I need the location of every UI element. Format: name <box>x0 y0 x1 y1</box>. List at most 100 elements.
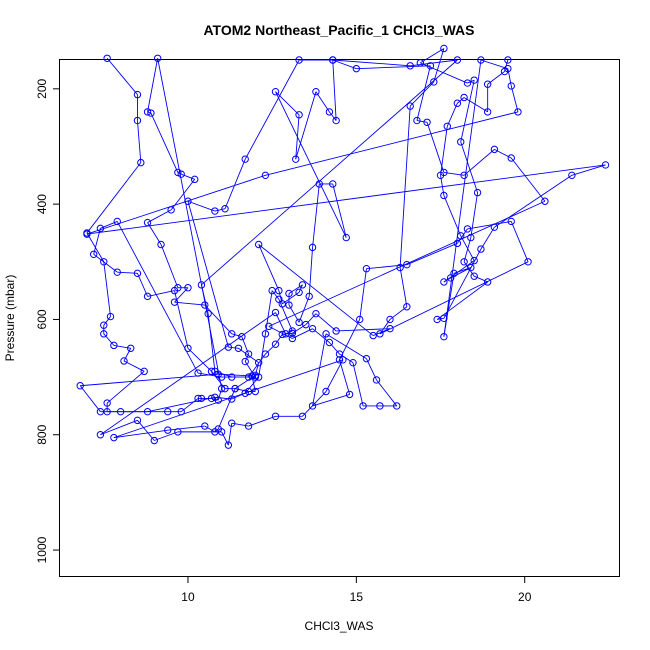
series-segment <box>420 48 445 64</box>
data-point <box>164 426 172 434</box>
data-point <box>440 44 448 53</box>
data-point <box>507 154 515 162</box>
data-point <box>349 358 357 367</box>
series-segment <box>278 299 293 332</box>
data-point <box>440 191 448 200</box>
series-segment <box>201 59 458 286</box>
data-point <box>393 402 401 410</box>
data-point <box>345 390 354 399</box>
series-segment <box>275 312 287 335</box>
data-point <box>197 394 206 403</box>
data-point <box>170 286 179 295</box>
data-point <box>194 394 202 403</box>
data-point <box>460 93 468 102</box>
data-point <box>241 155 249 163</box>
series-segment <box>312 183 320 248</box>
data-point <box>322 387 330 396</box>
series-segment <box>443 195 462 237</box>
series-segment <box>265 343 276 355</box>
data-point <box>170 298 179 306</box>
data-point <box>278 330 286 339</box>
series-segment <box>174 301 205 306</box>
data-point <box>244 422 253 430</box>
data-point <box>221 384 229 393</box>
data-point <box>288 334 297 343</box>
data-point <box>214 425 222 433</box>
series-segment <box>460 80 475 142</box>
data-point <box>541 197 549 205</box>
data-point <box>120 357 128 365</box>
series-segment <box>366 358 377 381</box>
series-segment <box>470 192 479 238</box>
series-segment <box>308 247 314 297</box>
data-point <box>96 224 105 233</box>
data-point <box>477 56 485 64</box>
data-point <box>329 180 337 188</box>
data-point <box>406 62 414 70</box>
x-tick-label: 15 <box>350 590 364 604</box>
series-segment <box>150 112 179 173</box>
series-segment <box>329 111 337 121</box>
series-segment <box>443 260 475 283</box>
data-point <box>396 263 404 272</box>
data-point <box>413 116 421 125</box>
data-point <box>312 88 320 96</box>
series-segment <box>292 328 313 339</box>
data-point <box>463 79 472 87</box>
data-point <box>110 341 118 350</box>
series-segment <box>376 379 398 407</box>
data-point <box>106 312 115 321</box>
data-point <box>376 402 384 410</box>
data-point <box>308 243 317 252</box>
series-segment <box>460 141 478 193</box>
data-point <box>467 233 475 242</box>
series-segment <box>409 81 435 107</box>
data-point <box>440 333 448 341</box>
data-point <box>177 407 185 416</box>
data-point <box>423 118 431 126</box>
data-point <box>342 233 350 242</box>
series-segment <box>100 312 276 436</box>
series-segment <box>443 59 482 337</box>
data-point <box>238 333 246 341</box>
series-segment <box>443 248 482 319</box>
data-point <box>197 281 206 289</box>
series-segment <box>214 208 226 212</box>
data-point <box>201 301 209 309</box>
series-segment <box>275 91 300 116</box>
series-segment <box>416 120 428 123</box>
series-segment <box>275 334 283 345</box>
data-point <box>194 369 202 377</box>
data-point <box>295 318 303 327</box>
series-segment <box>379 261 529 335</box>
data-point <box>204 309 212 318</box>
data-point <box>231 384 239 393</box>
series-segment <box>457 97 465 104</box>
series-segment <box>474 275 488 283</box>
data-point <box>228 395 236 403</box>
series-segment <box>480 59 509 70</box>
series-segment <box>204 425 216 433</box>
data-point <box>325 338 334 347</box>
data-point <box>457 138 465 146</box>
series-segment <box>93 253 118 273</box>
series-segment <box>332 183 347 238</box>
data-point <box>143 108 152 116</box>
data-point <box>143 407 152 416</box>
data-point <box>174 428 182 436</box>
data-point <box>184 197 192 205</box>
series-segment <box>292 324 307 334</box>
series-segment <box>187 200 216 212</box>
data-point <box>406 102 414 110</box>
series-segment <box>265 111 519 176</box>
data-point <box>460 258 468 266</box>
series-segment <box>268 200 546 327</box>
data-point <box>483 278 492 286</box>
data-point <box>113 217 121 226</box>
data-point <box>470 272 478 280</box>
series-segment <box>295 114 300 160</box>
data-point <box>335 350 344 358</box>
data-point <box>133 116 142 125</box>
series-segment <box>329 342 340 355</box>
data-point <box>285 289 293 298</box>
